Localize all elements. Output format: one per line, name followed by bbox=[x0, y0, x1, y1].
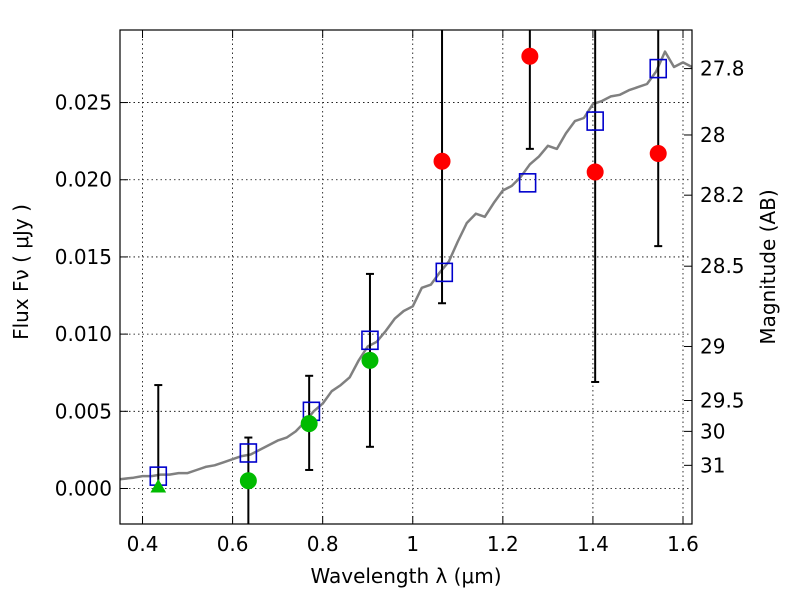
model-spectrum-line bbox=[119, 50, 693, 481]
plot-frame bbox=[119, 29, 693, 525]
red-data-point bbox=[649, 145, 667, 162]
x-tick-label: 1.2 bbox=[487, 532, 519, 556]
grid bbox=[120, 30, 692, 524]
x-tick-label: 1.6 bbox=[667, 532, 699, 556]
model-point-square bbox=[586, 111, 604, 131]
right-tick-label: 31 bbox=[700, 453, 725, 477]
ticks: 0.4 0.6 0.8 1 1.2 1.4 1.6 0.000 0.005 0.010 0.015 0… bbox=[55, 30, 745, 556]
model-point-square bbox=[239, 443, 258, 463]
model-point-square bbox=[649, 58, 668, 79]
red-data-point bbox=[433, 152, 451, 170]
right-tick-label: 29.5 bbox=[700, 389, 745, 413]
green-data-point bbox=[300, 415, 318, 433]
right-tick-label: 28.2 bbox=[700, 183, 745, 207]
y-tick-label: 0.015 bbox=[55, 245, 112, 269]
green-data-point bbox=[239, 472, 257, 490]
error-bars bbox=[154, 30, 663, 524]
x-axis-label: Wavelength λ (μm) bbox=[310, 564, 501, 588]
x-tick-label: 0.4 bbox=[127, 532, 159, 556]
right-tick-label: 27.8 bbox=[700, 57, 745, 81]
x-tick-label: 1.4 bbox=[577, 532, 609, 556]
upper-limit-triangle bbox=[150, 478, 167, 493]
right-axis-label: Magnitude (AB) bbox=[756, 189, 780, 344]
green-data-point bbox=[361, 351, 379, 369]
y-tick-label: 0.025 bbox=[55, 91, 112, 115]
red-data-point bbox=[521, 47, 539, 65]
model-point-square bbox=[518, 173, 537, 193]
right-tick-label: 28 bbox=[700, 123, 725, 147]
red-data-point bbox=[586, 163, 604, 181]
x-tick-label: 0.8 bbox=[307, 532, 339, 556]
right-tick-label: 28.5 bbox=[700, 254, 745, 278]
y-tick-label: 0.005 bbox=[55, 399, 112, 423]
y-axis-label: Flux Fν ( μJy ) bbox=[9, 204, 33, 340]
x-tick-label: 0.6 bbox=[217, 532, 249, 556]
y-tick-label: 0.020 bbox=[55, 168, 112, 192]
right-tick-label: 30 bbox=[700, 419, 725, 443]
model-spectrum bbox=[119, 50, 693, 481]
model-point-square bbox=[361, 330, 379, 351]
y-tick-label: 0.000 bbox=[55, 476, 112, 500]
y-tick-label: 0.010 bbox=[55, 322, 112, 346]
right-tick-label: 29 bbox=[700, 334, 725, 358]
data-markers bbox=[149, 47, 668, 493]
x-tick-label: 1 bbox=[406, 532, 419, 556]
model-point-square bbox=[435, 262, 454, 283]
